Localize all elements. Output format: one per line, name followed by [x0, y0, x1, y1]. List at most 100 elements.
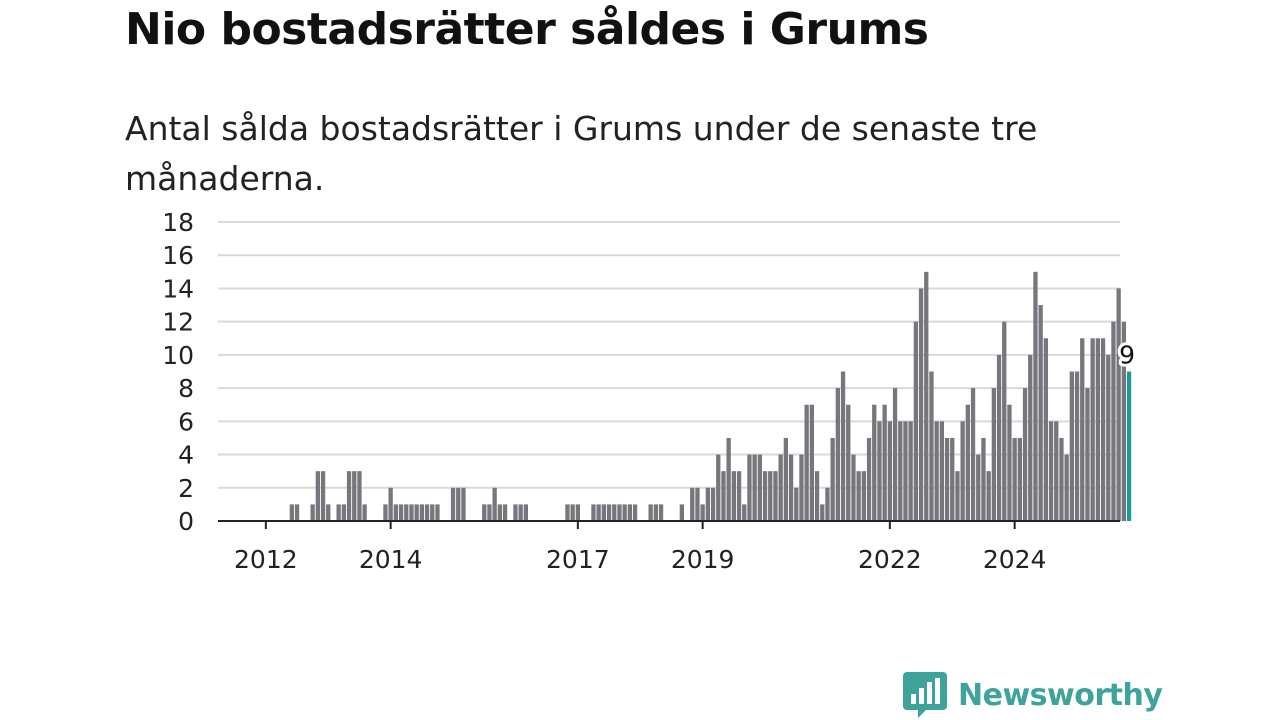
bar	[872, 404, 877, 521]
bar	[991, 388, 996, 521]
bar	[362, 504, 367, 521]
bar	[877, 421, 882, 521]
y-tick-label: 6	[178, 407, 194, 436]
bar	[388, 487, 393, 521]
bar	[695, 487, 700, 521]
bar	[1090, 338, 1095, 521]
bar	[658, 504, 664, 521]
bar	[996, 354, 1002, 521]
newsworthy-logo-icon	[903, 672, 947, 718]
bar	[352, 471, 357, 521]
bar	[456, 487, 461, 521]
bars	[289, 271, 1132, 521]
bar	[986, 471, 991, 521]
x-tick-label: 2017	[546, 545, 610, 574]
bar	[851, 454, 856, 521]
bar	[929, 371, 934, 521]
bar	[918, 288, 924, 521]
bar	[1038, 305, 1043, 521]
bar	[924, 271, 929, 521]
y-tick-label: 0	[178, 507, 194, 536]
y-tick-label: 10	[162, 341, 194, 370]
x-tick-label: 2019	[671, 545, 735, 574]
bar	[315, 471, 320, 521]
bar	[762, 471, 768, 521]
bar	[955, 471, 960, 521]
bar	[320, 471, 326, 521]
bar	[700, 504, 705, 521]
x-tick-label: 2014	[359, 545, 423, 574]
bar	[492, 487, 497, 521]
bar	[404, 504, 409, 521]
bar	[768, 471, 773, 521]
bar	[970, 388, 976, 521]
bar	[1007, 404, 1012, 521]
y-tick-label: 2	[178, 474, 194, 503]
bar	[523, 504, 528, 521]
newsworthy-logo-text: Newsworthy	[958, 677, 1163, 713]
bar	[487, 504, 492, 521]
bar	[1054, 421, 1059, 521]
bar	[1033, 271, 1038, 521]
x-tick-label: 2022	[858, 545, 922, 574]
bar	[1002, 321, 1007, 521]
highlight-annotation: 9	[1116, 338, 1138, 373]
bar	[632, 504, 638, 521]
bar	[310, 504, 315, 521]
bar	[289, 504, 294, 521]
bar	[1059, 437, 1064, 521]
bar	[1074, 371, 1080, 521]
bar	[820, 504, 825, 521]
bar	[788, 454, 794, 521]
bar	[430, 504, 435, 521]
y-axis-tick-labels: 0 2 4 6 8 10 12 14 16 18	[162, 208, 194, 536]
bar	[653, 504, 658, 521]
grid-lines	[218, 221, 1120, 489]
bar	[965, 404, 970, 521]
newsworthy-logo[interactable]: Newsworthy	[902, 670, 1163, 720]
bar	[419, 504, 424, 521]
bar	[518, 504, 523, 521]
bar	[482, 504, 487, 521]
bar	[1028, 354, 1033, 521]
bar	[435, 504, 440, 521]
bar	[570, 504, 575, 521]
bar	[1095, 338, 1100, 521]
bar	[679, 504, 684, 521]
bar	[1121, 321, 1126, 521]
bar	[716, 454, 721, 521]
bar	[1116, 288, 1121, 521]
y-tick-label: 8	[178, 374, 194, 403]
bar	[799, 454, 804, 521]
bar	[1126, 371, 1132, 521]
bar	[575, 504, 580, 521]
bar	[721, 471, 726, 521]
bar	[383, 504, 388, 521]
bar	[934, 421, 939, 521]
bar	[622, 504, 627, 521]
bar	[1069, 371, 1074, 521]
y-tick-label: 16	[162, 241, 194, 270]
bar	[606, 504, 612, 521]
bar	[913, 321, 918, 521]
bar	[939, 421, 944, 521]
bar	[773, 471, 778, 521]
bar	[1043, 338, 1048, 521]
bar	[825, 487, 830, 521]
bar	[1100, 338, 1106, 521]
bar	[1064, 454, 1069, 521]
bar	[497, 504, 502, 521]
page-title: Nio bostadsrätter såldes i Grums	[125, 4, 929, 55]
bar	[1012, 437, 1017, 521]
highlight-value-label: 9	[1119, 341, 1135, 370]
bar	[882, 404, 887, 521]
bar	[565, 504, 570, 521]
bar	[960, 421, 965, 521]
bar	[393, 504, 398, 521]
bar	[1085, 388, 1090, 521]
chart-subtitle: Antal sålda bostadsrätter i Grums under …	[125, 109, 1038, 198]
bar	[809, 404, 814, 521]
bar	[742, 504, 747, 521]
bar	[601, 504, 606, 521]
bar	[731, 471, 736, 521]
